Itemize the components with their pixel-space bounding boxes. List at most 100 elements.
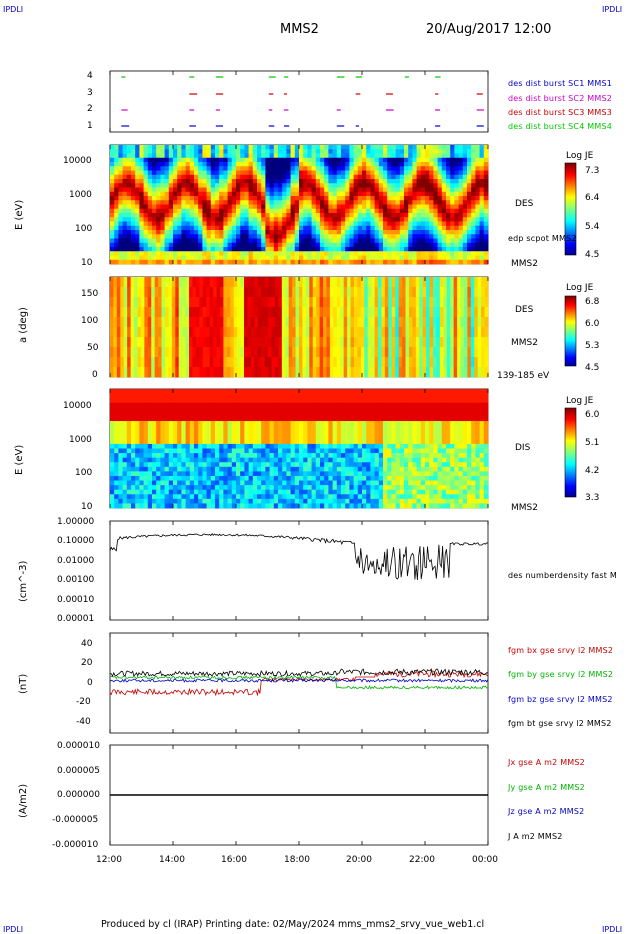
heatmap-cell bbox=[126, 389, 132, 394]
heatmap-cell bbox=[307, 434, 312, 440]
heatmap-cell bbox=[189, 255, 195, 261]
heatmap-cell bbox=[189, 466, 195, 472]
heatmap-cell bbox=[311, 208, 317, 214]
heatmap-cell bbox=[236, 402, 241, 408]
heatmap-cell bbox=[248, 208, 254, 214]
heatmap-cell bbox=[215, 200, 220, 205]
heatmap-cell bbox=[302, 277, 307, 288]
heatmap-cell bbox=[311, 421, 317, 427]
heatmap-cell bbox=[168, 430, 174, 436]
heatmap-cell bbox=[458, 145, 464, 150]
heatmap-cell bbox=[446, 327, 451, 338]
heatmap-cell bbox=[139, 191, 144, 197]
heatmap-cell bbox=[126, 238, 132, 244]
heatmap-cell bbox=[202, 498, 207, 504]
heatmap-cell bbox=[173, 434, 178, 440]
heatmap-cell bbox=[244, 393, 249, 399]
heatmap-cell bbox=[118, 430, 123, 436]
heatmap-cell bbox=[122, 411, 128, 417]
heatmap-cell bbox=[252, 430, 258, 436]
heatmap-cell bbox=[110, 503, 115, 509]
heatmap-cell bbox=[362, 157, 367, 163]
heatmap-cell bbox=[443, 297, 448, 308]
heatmap-cell bbox=[156, 453, 161, 459]
heatmap-cell bbox=[282, 462, 287, 468]
heatmap-cell bbox=[202, 187, 207, 193]
heatmap-cell bbox=[288, 357, 293, 368]
heatmap-cell bbox=[286, 255, 291, 261]
heatmap-cell bbox=[483, 204, 489, 210]
heatmap-cell bbox=[415, 367, 420, 378]
heatmap-cell bbox=[215, 145, 220, 150]
heatmap-cell bbox=[168, 411, 174, 417]
heatmap-cell bbox=[231, 179, 237, 184]
heatmap-cell bbox=[286, 462, 291, 468]
heatmap-cell bbox=[332, 208, 338, 214]
heatmap-cell bbox=[139, 475, 144, 481]
heatmap-cell bbox=[257, 457, 262, 463]
heatmap-cell bbox=[370, 183, 375, 188]
heatmap-cell bbox=[316, 327, 321, 338]
heatmap-cell bbox=[475, 174, 480, 180]
heatmap-cell bbox=[294, 389, 300, 394]
heatmap-cell bbox=[198, 466, 203, 472]
heatmap-cell bbox=[285, 367, 290, 378]
heatmap-cell bbox=[198, 242, 203, 248]
heatmap-cell bbox=[219, 485, 224, 491]
heatmap-cell bbox=[147, 398, 153, 404]
heatmap-cell bbox=[269, 416, 275, 422]
heatmap-cell bbox=[227, 416, 233, 422]
heatmap-cell bbox=[399, 153, 405, 159]
heatmap-cell bbox=[341, 179, 346, 184]
heatmap-cell bbox=[282, 196, 287, 201]
heatmap-cell bbox=[161, 307, 166, 318]
heatmap-cell bbox=[257, 421, 262, 427]
heatmap-cell bbox=[305, 277, 310, 288]
heatmap-cell bbox=[374, 208, 380, 214]
heatmap-cell bbox=[192, 327, 197, 338]
heatmap-cell bbox=[350, 277, 355, 288]
heatmap-cell bbox=[341, 255, 346, 261]
heatmap-cell bbox=[265, 393, 270, 399]
heatmap-cell bbox=[237, 337, 241, 348]
heatmap-cell bbox=[110, 162, 115, 167]
heatmap-cell bbox=[454, 191, 459, 197]
heatmap-cell bbox=[215, 242, 220, 248]
heatmap-cell bbox=[458, 204, 464, 210]
heatmap-cell bbox=[269, 200, 275, 205]
heatmap-cell bbox=[420, 200, 426, 205]
heatmap-cell bbox=[299, 327, 303, 338]
heatmap-cell bbox=[189, 421, 195, 427]
heatmap-cell bbox=[333, 317, 338, 328]
heatmap-cell bbox=[278, 297, 283, 308]
heatmap-cell bbox=[110, 247, 115, 252]
heatmap-cell bbox=[290, 208, 296, 214]
heatmap-cell bbox=[475, 234, 480, 239]
heatmap-cell bbox=[173, 153, 178, 159]
heatmap-cell bbox=[328, 402, 333, 408]
heatmap-cell bbox=[130, 317, 135, 328]
heatmap-cell bbox=[446, 238, 451, 244]
heatmap-cell bbox=[135, 149, 140, 154]
heatmap-cell bbox=[185, 200, 191, 205]
heatmap-cell bbox=[240, 398, 245, 404]
heatmap-cell bbox=[135, 187, 140, 193]
heatmap-cell bbox=[332, 221, 338, 227]
heatmap-cell bbox=[290, 247, 296, 252]
heatmap-cell bbox=[114, 411, 119, 417]
heatmap-cell bbox=[307, 208, 312, 214]
heatmap-cell bbox=[185, 389, 191, 394]
heatmap-cell bbox=[173, 480, 178, 486]
heatmap-cell bbox=[333, 327, 338, 338]
heatmap-cell bbox=[484, 347, 489, 358]
heatmap-cell bbox=[223, 179, 228, 184]
heatmap-cell bbox=[198, 434, 203, 440]
heatmap-cell bbox=[429, 170, 434, 176]
heatmap-cell bbox=[206, 347, 211, 358]
heatmap-cell bbox=[462, 149, 468, 154]
heatmap-cell bbox=[160, 471, 165, 477]
heatmap-cell bbox=[237, 307, 241, 318]
heatmap-cell bbox=[357, 357, 362, 368]
heatmap-cell bbox=[324, 443, 329, 449]
heatmap-cell bbox=[307, 191, 312, 197]
